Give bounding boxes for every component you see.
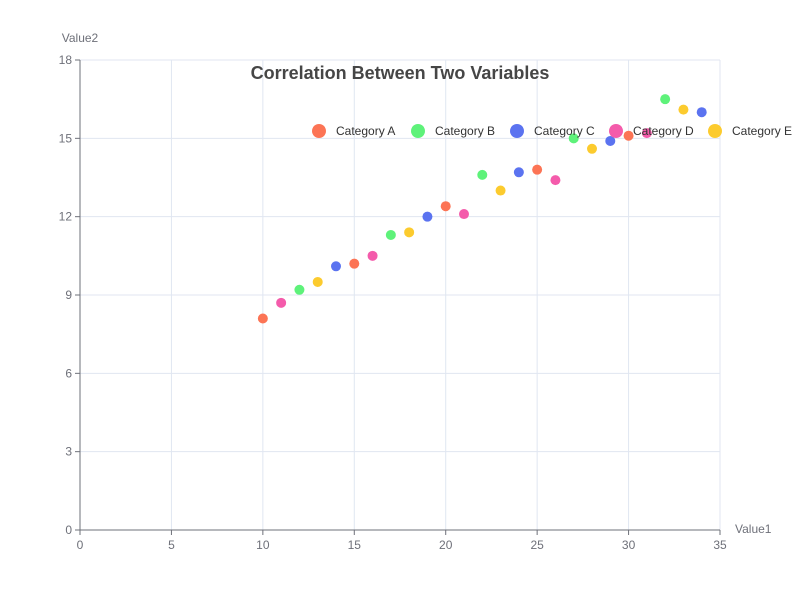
data-points (257, 94, 707, 324)
data-point-category-d[interactable] (550, 175, 561, 186)
legend[interactable]: Category A Category B Category C Category D… (312, 124, 792, 138)
legend-marker (411, 124, 425, 138)
legend-label: Category D (633, 124, 694, 138)
chart-title: Correlation Between Two Variables (251, 63, 550, 83)
x-tick-label: 0 (77, 538, 84, 552)
y-tick-label: 18 (59, 53, 73, 67)
legend-label: Category B (435, 124, 495, 138)
data-point-category-e[interactable] (678, 104, 689, 115)
data-point-category-e[interactable] (495, 185, 506, 196)
legend-label: Category E (732, 124, 792, 138)
x-tick-label: 5 (168, 538, 175, 552)
x-tick-label: 25 (530, 538, 544, 552)
y-tick-label: 12 (59, 210, 73, 224)
x-tick-label: 20 (439, 538, 453, 552)
data-point-category-e[interactable] (312, 276, 323, 287)
data-point-category-c[interactable] (605, 135, 616, 146)
legend-marker (312, 124, 326, 138)
x-axis-title: Value1 (735, 522, 772, 536)
y-tick-label: 15 (59, 131, 73, 145)
data-point-category-d[interactable] (276, 297, 287, 308)
data-point-category-c[interactable] (513, 167, 524, 178)
data-point-category-c[interactable] (696, 107, 707, 118)
data-point-category-b[interactable] (294, 284, 305, 295)
grid (80, 59, 721, 530)
y-tick-label: 6 (65, 366, 72, 380)
data-point-category-d[interactable] (367, 250, 378, 261)
data-point-category-b[interactable] (660, 94, 671, 105)
data-point-category-b[interactable] (568, 133, 579, 144)
data-point-category-b[interactable] (385, 229, 396, 240)
legend-item-category-a[interactable]: Category A (312, 124, 395, 138)
legend-marker (609, 124, 623, 138)
legend-item-category-c[interactable]: Category C (510, 124, 595, 138)
data-point-category-e[interactable] (404, 227, 415, 238)
y-tick-label: 0 (65, 523, 72, 537)
x-tick-label: 30 (622, 538, 636, 552)
data-point-category-c[interactable] (331, 261, 341, 272)
data-point-category-a[interactable] (440, 201, 451, 212)
data-point-category-b[interactable] (477, 169, 488, 180)
legend-item-category-d[interactable]: Category D (609, 124, 694, 138)
legend-label: Category A (336, 124, 395, 138)
legend-label: Category C (534, 124, 595, 138)
y-tick-label: 9 (65, 288, 72, 302)
x-tick-label: 10 (256, 538, 270, 552)
legend-item-category-e[interactable]: Category E (708, 124, 792, 138)
data-point-category-e[interactable] (587, 143, 597, 154)
data-point-category-d[interactable] (459, 209, 469, 220)
legend-item-category-b[interactable]: Category B (411, 124, 495, 138)
y-axis-title: Value2 (62, 31, 99, 45)
data-point-category-d[interactable] (641, 128, 652, 139)
data-point-category-c[interactable] (422, 211, 433, 222)
data-point-category-a[interactable] (257, 313, 268, 324)
x-tick-label: 35 (713, 538, 727, 552)
axes: 0 5 10 15 20 25 30 35 0 3 6 9 12 15 18 (59, 53, 727, 552)
data-point-category-a[interactable] (623, 130, 634, 141)
data-point-category-a[interactable] (349, 258, 360, 269)
legend-marker (510, 124, 524, 138)
legend-marker (708, 124, 722, 138)
data-point-category-a[interactable] (532, 164, 543, 175)
y-tick-label: 3 (65, 445, 72, 459)
x-tick-label: 15 (348, 538, 362, 552)
